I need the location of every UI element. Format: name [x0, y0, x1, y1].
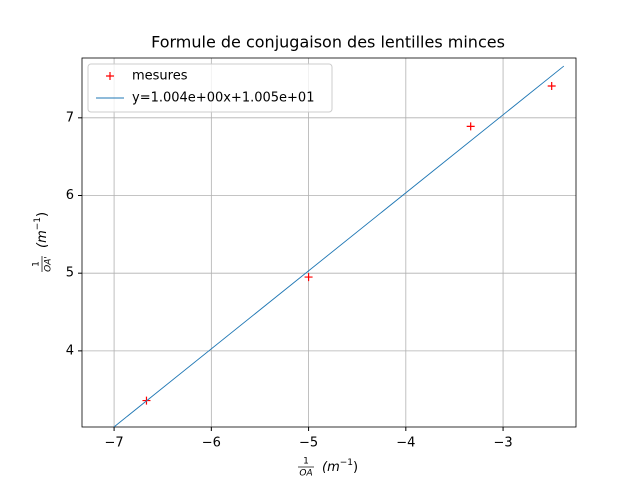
unit-close: ): [35, 212, 50, 217]
marker: [466, 122, 475, 131]
x-tick-label: −7: [105, 436, 124, 451]
unit: (m: [35, 230, 50, 248]
unit-exponent: −1: [33, 217, 43, 230]
y-tick-label: 4: [66, 343, 74, 358]
legend-marker: [106, 72, 114, 80]
chart-title: Formule de conjugaison des lentilles min…: [151, 33, 505, 52]
marker: [304, 273, 313, 282]
unit-exponent: −1: [340, 458, 353, 468]
y-tick-label: 6: [66, 188, 74, 203]
label-numerator: 1: [303, 457, 309, 467]
xlabel-label: 1 OA (m−1): [298, 457, 358, 479]
label-numerator: 1: [32, 261, 42, 267]
unit: (m: [322, 460, 340, 475]
label-unit: (m−1): [33, 212, 50, 248]
x-tick-label: −6: [202, 436, 221, 451]
legend-label: mesures: [132, 69, 188, 84]
y-tick-label: 7: [66, 110, 74, 125]
legend-label: y=1.004e+00x+1.005e+01: [132, 91, 314, 106]
y-tick-label: 5: [66, 266, 74, 281]
label-unit: (m−1): [322, 458, 358, 475]
x-tick-label: −3: [493, 436, 512, 451]
legend-box: [87, 63, 333, 113]
unit-close: ): [353, 460, 358, 475]
ylabel-label: 1 OA' (m−1): [32, 212, 54, 272]
x-tick-label: −4: [396, 436, 415, 451]
plot-frame: [81, 57, 577, 428]
x-tick-label: −5: [299, 436, 318, 451]
marker: [547, 81, 556, 90]
label-denominator: OA: [299, 469, 312, 479]
label-denominator: OA': [44, 256, 54, 272]
fit-line: [113, 65, 565, 428]
